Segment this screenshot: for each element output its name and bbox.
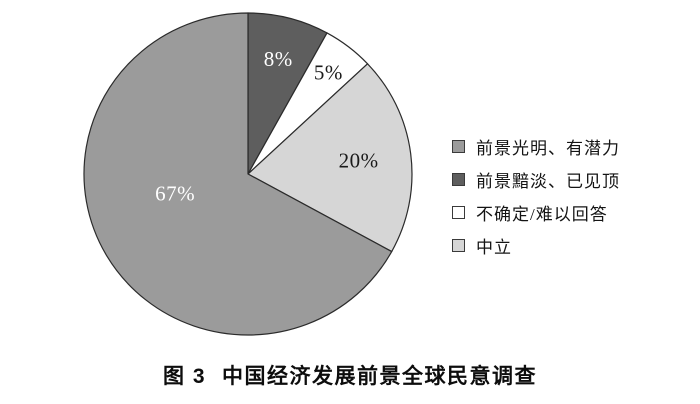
legend-swatch-icon: [452, 206, 465, 219]
slice-value-label: 5%: [314, 61, 343, 85]
legend-item-label: 前景光明、有潜力: [476, 139, 620, 158]
legend-item-label: 中立: [476, 238, 512, 257]
pie-slice-20pct: [247, 63, 413, 253]
figure-number: 图 3: [162, 365, 206, 388]
legend-item: 前景黯淡、已见顶: [452, 163, 620, 196]
figure-title: 中国经济发展前景全球民意调查: [222, 365, 537, 388]
legend-item: 中立: [452, 229, 620, 262]
legend-swatch-icon: [452, 173, 465, 186]
pie-slice-67pct: [83, 12, 393, 336]
legend-item-label: 前景黯淡、已见顶: [476, 172, 620, 191]
legend-swatch-icon: [452, 239, 465, 252]
legend-item-label: 不确定/难以回答: [476, 205, 608, 224]
slice-value-label: 67%: [155, 182, 195, 206]
slice-value-label: 20%: [339, 149, 379, 173]
legend-item: 不确定/难以回答: [452, 196, 620, 229]
legend-swatch-icon: [452, 140, 465, 153]
figure-caption: 图 3 中国经济发展前景全球民意调查: [0, 360, 700, 390]
legend-item: 前景光明、有潜力: [452, 130, 620, 163]
legend: 前景光明、有潜力 前景黯淡、已见顶 不确定/难以回答 中立: [452, 130, 620, 262]
slice-value-label: 8%: [264, 47, 293, 71]
